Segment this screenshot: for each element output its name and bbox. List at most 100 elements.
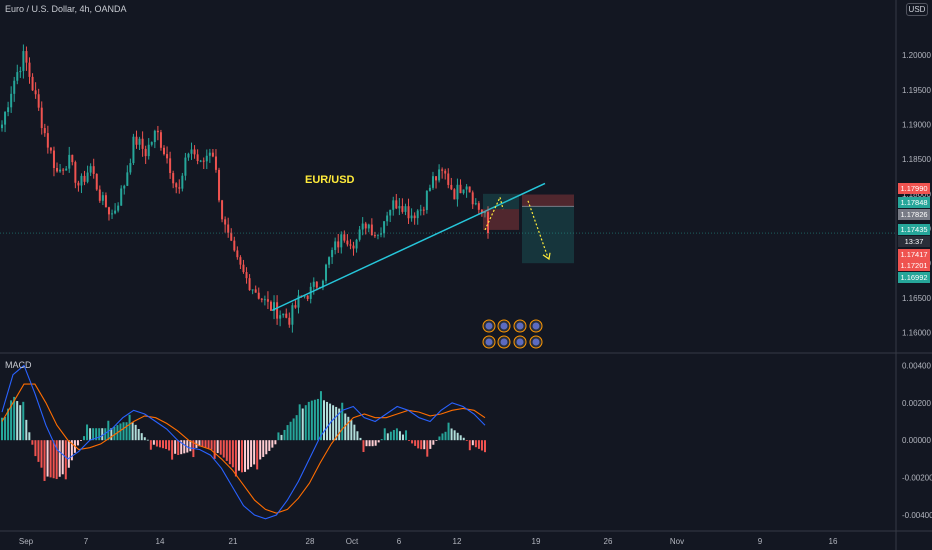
price-axis-label-bg bbox=[898, 224, 930, 235]
candle-body bbox=[126, 172, 129, 186]
macd-histogram-bar bbox=[395, 428, 398, 441]
candle-body bbox=[49, 147, 52, 151]
candle-body bbox=[31, 76, 34, 91]
macd-histogram-bar bbox=[377, 440, 380, 443]
price-axis-label: 1.17990 bbox=[900, 184, 927, 193]
macd-histogram-bar bbox=[341, 402, 344, 441]
macd-histogram-bar bbox=[34, 440, 37, 457]
macd-histogram-bar bbox=[201, 440, 204, 447]
macd-histogram-bar bbox=[280, 434, 283, 441]
macd-histogram-bar bbox=[165, 440, 168, 450]
macd-histogram-bar bbox=[4, 416, 7, 441]
macd-histogram-bar bbox=[411, 440, 414, 444]
candle-body bbox=[144, 148, 147, 157]
time-tick-label: 21 bbox=[229, 537, 238, 546]
macd-histogram-bar bbox=[408, 440, 411, 441]
candle-body bbox=[227, 224, 230, 233]
candle-body bbox=[401, 206, 404, 212]
macd-histogram-bar bbox=[392, 430, 395, 441]
macd-histogram-bar bbox=[171, 440, 174, 460]
candle-body bbox=[266, 299, 269, 302]
macd-histogram-bar bbox=[46, 440, 49, 477]
price-axis-label-bg bbox=[898, 197, 930, 208]
price-axis-label-bg bbox=[898, 249, 930, 260]
macd-histogram-bar bbox=[450, 428, 453, 441]
macd-histogram-bar bbox=[335, 406, 338, 441]
macd-histogram-bar bbox=[338, 408, 341, 441]
macd-histogram-bar bbox=[401, 434, 404, 441]
macd-histogram-bar bbox=[386, 433, 389, 441]
price-tick-label: 1.16500 bbox=[902, 294, 931, 303]
macd-histogram-bar bbox=[7, 408, 10, 441]
macd-histogram-bar bbox=[131, 422, 134, 441]
candle-body bbox=[487, 212, 489, 234]
candle-body bbox=[190, 149, 193, 154]
candle-body bbox=[291, 305, 294, 325]
time-tick-label: Nov bbox=[670, 537, 684, 546]
candle-body bbox=[294, 305, 297, 308]
macd-histogram-bar bbox=[70, 440, 73, 461]
economic-event-flag-icon bbox=[532, 338, 540, 346]
candle-body bbox=[453, 189, 456, 200]
candle-body bbox=[303, 295, 306, 297]
macd-histogram-bar bbox=[225, 440, 228, 461]
candle-body bbox=[43, 128, 46, 134]
candle-body bbox=[465, 186, 468, 190]
macd-histogram-bar bbox=[216, 440, 219, 454]
macd-histogram-bar bbox=[362, 440, 365, 453]
candle-body bbox=[19, 70, 22, 73]
macd-histogram-bar bbox=[207, 440, 210, 449]
candle-body bbox=[435, 176, 438, 181]
macd-histogram-bar bbox=[113, 426, 116, 441]
candle-body bbox=[147, 144, 150, 157]
macd-histogram-bar bbox=[429, 440, 432, 449]
trendline[interactable] bbox=[271, 182, 546, 312]
economic-event-flag-icon bbox=[516, 338, 524, 346]
macd-histogram-bar bbox=[374, 440, 377, 446]
macd-histogram-bar bbox=[119, 423, 122, 441]
macd-histogram-bar bbox=[1, 417, 3, 441]
candle-body bbox=[328, 257, 331, 265]
price-axis-label: 1.17435 bbox=[900, 225, 927, 234]
projection-down-arrowhead bbox=[542, 252, 551, 261]
short-stop-zone[interactable] bbox=[522, 194, 574, 207]
candle-body bbox=[65, 168, 68, 171]
candle-body bbox=[153, 130, 156, 143]
candle-body bbox=[22, 51, 25, 71]
candle-body bbox=[181, 175, 184, 189]
price-tick-label: 1.18500 bbox=[902, 155, 931, 164]
candle-body bbox=[447, 173, 450, 185]
candle-body bbox=[46, 133, 49, 148]
macd-histogram-bar bbox=[304, 405, 307, 441]
short-target-zone[interactable] bbox=[522, 206, 574, 264]
candle-body bbox=[13, 80, 16, 94]
currency-button[interactable]: USD bbox=[906, 3, 928, 16]
macd-histogram-bar bbox=[480, 440, 483, 451]
macd-tick-label: 0.00400 bbox=[902, 361, 931, 370]
macd-histogram-bar bbox=[383, 428, 386, 441]
macd-histogram-bar bbox=[250, 440, 253, 467]
macd-histogram-bar bbox=[301, 408, 304, 441]
time-tick-label: Sep bbox=[19, 537, 34, 546]
price-axis-label: 1.17417 bbox=[900, 250, 927, 259]
macd-histogram-bar bbox=[453, 430, 456, 441]
price-tick-label: 1.19000 bbox=[902, 120, 931, 129]
candle-body bbox=[477, 203, 480, 210]
candle-body bbox=[410, 215, 413, 219]
candle-body bbox=[312, 281, 315, 287]
macd-histogram-bar bbox=[180, 440, 183, 455]
economic-event-flag-icon bbox=[500, 322, 508, 330]
candle-body bbox=[386, 215, 389, 222]
macd-histogram-bar bbox=[316, 398, 319, 441]
macd-histogram-bar bbox=[222, 440, 225, 458]
candle-body bbox=[68, 154, 71, 169]
long-stop-zone[interactable] bbox=[483, 209, 519, 230]
macd-histogram-bar bbox=[432, 440, 435, 445]
macd-histogram-bar bbox=[79, 440, 82, 441]
macd-histogram-bar bbox=[155, 440, 158, 447]
candle-body bbox=[456, 184, 459, 200]
candle-body bbox=[150, 142, 153, 145]
macd-line bbox=[1, 364, 486, 520]
economic-event-flag-icon bbox=[485, 338, 493, 346]
